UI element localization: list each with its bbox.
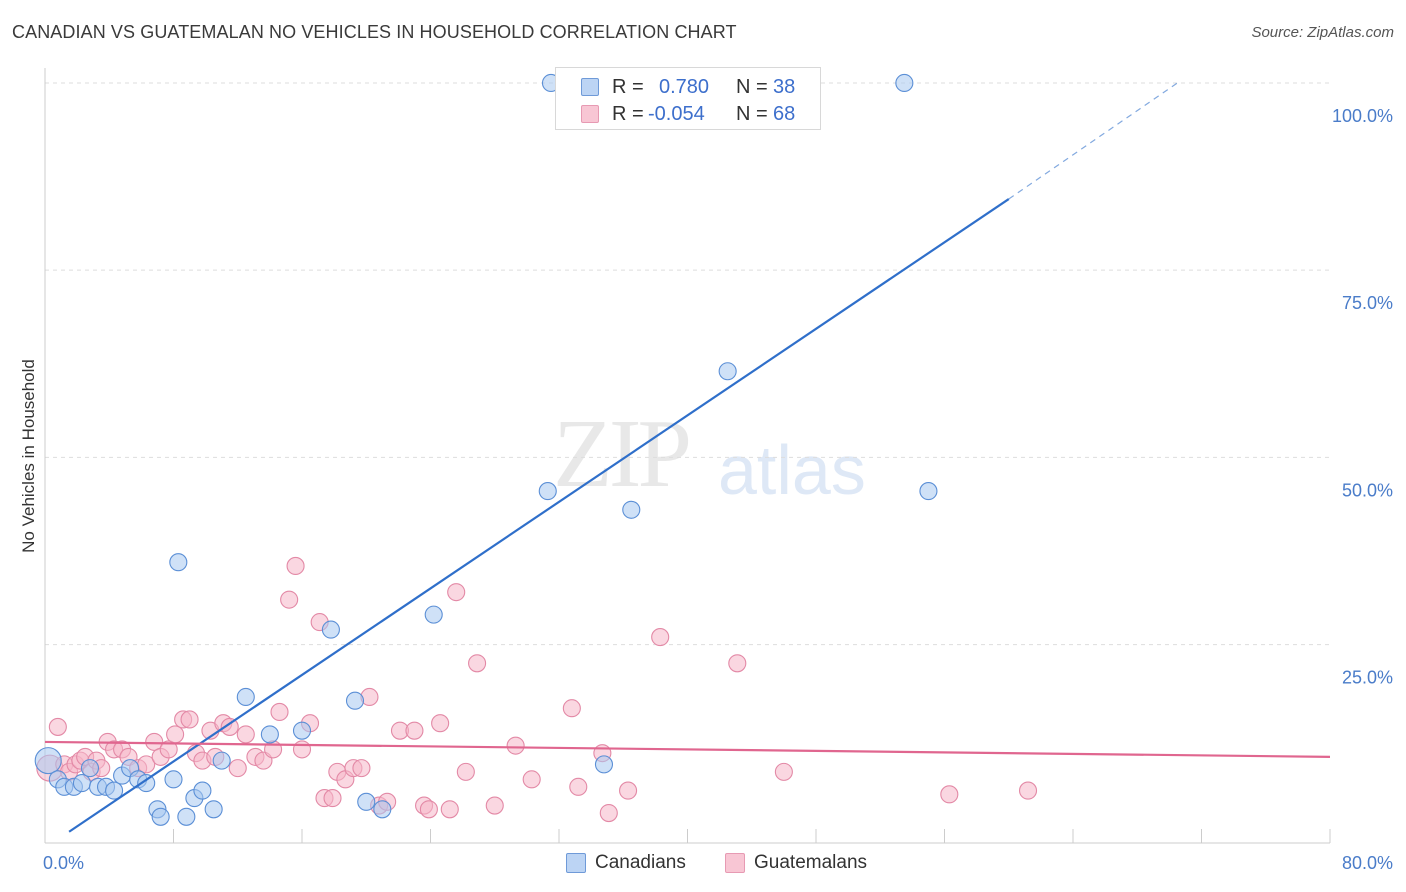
guatemalan-point (270, 702, 289, 722)
guatemalan-point (292, 740, 312, 759)
canadians-stats-swatch (581, 78, 599, 96)
x-tick-label: 0.0% (43, 853, 84, 873)
canadian-point (538, 482, 557, 501)
guatemalan-point (1018, 781, 1038, 800)
canadian-point (193, 781, 212, 800)
canadian-point (424, 605, 443, 624)
guatemalan-point (774, 762, 793, 781)
guatemalan-point (562, 699, 581, 718)
guatemalan-point (569, 777, 588, 796)
x-tick-label: 80.0% (1342, 853, 1393, 873)
guatemalan-point (286, 556, 305, 575)
guatemalan-point (48, 717, 67, 736)
canadian-point (919, 482, 938, 501)
canadian-point (321, 620, 340, 639)
canadians-trend-extension (1008, 82, 1178, 200)
y-tick-label: 75.0% (1342, 293, 1393, 313)
guatemalan-point (728, 654, 747, 673)
canadians-r-label: R = (612, 76, 644, 98)
legend-canadians-swatch (566, 853, 586, 873)
canadians-trend-line (68, 198, 1010, 833)
canadians-r-value: 0.780 (659, 76, 710, 98)
stats-legend-box: R = 0.780 N = 38 R = -0.054 N = 68 (555, 67, 821, 130)
guatemalan-point (323, 789, 342, 808)
legend-guatemalans[interactable]: Guatemalans (725, 852, 867, 874)
guatemalans-n-label: N = (736, 103, 768, 125)
y-tick-label: 100.0% (1332, 106, 1393, 126)
canadian-point (204, 800, 223, 819)
guatemalan-point (485, 796, 504, 815)
canadian-point (151, 807, 170, 826)
canadian-point (895, 73, 914, 93)
canadian-point (718, 362, 737, 381)
guatemalan-point (159, 740, 178, 759)
canadian-point (357, 792, 376, 811)
guatemalans-n-value: 68 (773, 103, 796, 125)
guatemalan-point (506, 736, 525, 755)
canadian-point (169, 553, 188, 572)
canadians-n-value: 38 (773, 76, 796, 98)
guatemalan-point (166, 725, 185, 744)
guatemalans-trend-line (44, 740, 1331, 758)
canadian-point (212, 751, 231, 770)
guatemalan-point (431, 714, 450, 733)
canadian-point (105, 781, 124, 800)
guatemalan-point (651, 628, 670, 647)
guatemalans-stats-swatch (581, 105, 599, 123)
guatemalan-point (599, 803, 618, 823)
canadian-point (345, 691, 365, 710)
guatemalan-point (180, 710, 199, 729)
guatemalan-point (419, 800, 438, 819)
legend-canadians-label: Canadians (595, 852, 686, 873)
y-tick-label: 25.0% (1342, 668, 1393, 688)
canadian-point (260, 725, 279, 744)
canadian-point (236, 687, 255, 707)
canadian-point (177, 807, 196, 826)
chart-title: CANADIAN VS GUATEMALAN NO VEHICLES IN HO… (12, 22, 737, 42)
legend-guatemalans-swatch (725, 853, 745, 873)
guatemalan-point (619, 781, 638, 800)
guatemalan-point (440, 800, 459, 819)
canadian-point (72, 774, 91, 793)
canadian-point (34, 747, 62, 775)
watermark-atlas: atlas (718, 431, 866, 509)
guatemalan-point (456, 762, 475, 781)
guatemalan-point (145, 732, 164, 751)
canadians-n-label: N = (736, 76, 768, 98)
guatemalan-point (352, 759, 371, 778)
legend-canadians[interactable]: Canadians (566, 852, 686, 874)
guatemalan-point (220, 717, 239, 736)
canadian-point (164, 770, 183, 789)
canadian-point (622, 500, 641, 519)
canadian-point (373, 800, 392, 819)
canadian-point (137, 774, 156, 793)
guatemalan-point (468, 654, 487, 673)
canadian-point (292, 721, 312, 740)
source-label: Source: ZipAtlas.com (1251, 24, 1394, 41)
guatemalan-point (940, 785, 959, 804)
guatemalan-point (228, 759, 247, 778)
guatemalan-point (447, 583, 466, 602)
guatemalan-point (405, 721, 424, 740)
y-tick-label: 50.0% (1342, 480, 1393, 500)
guatemalans-r-label: R = (612, 103, 644, 125)
canadian-point (594, 755, 614, 774)
guatemalan-point (522, 770, 541, 789)
canadian-point (80, 759, 100, 778)
guatemalan-point (280, 590, 299, 609)
legend-guatemalans-label: Guatemalans (754, 852, 868, 873)
guatemalans-r-value: -0.054 (648, 103, 705, 125)
guatemalan-point (236, 725, 255, 744)
